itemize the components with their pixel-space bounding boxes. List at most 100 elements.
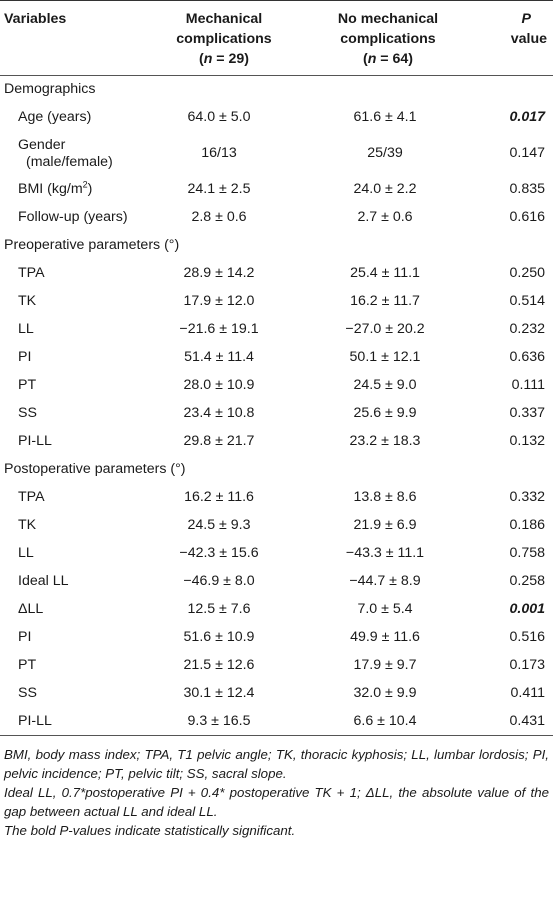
header-no-mechanical-complications: No mechanical complications (n = 64) — [298, 0, 478, 76]
table-row: LL −42.3 ± 15.6 −43.3 ± 11.1 0.758 — [0, 540, 553, 568]
p-value: 0.147 — [509, 145, 545, 161]
p-value: 0.616 — [509, 209, 545, 225]
header-variables: Variables — [0, 0, 150, 76]
table-row: PI 51.6 ± 10.9 49.9 ± 11.6 0.516 — [0, 624, 553, 652]
row-label: PI — [18, 349, 32, 365]
table-row: TK 17.9 ± 12.0 16.2 ± 11.7 0.514 — [0, 288, 553, 316]
p-value: 0.411 — [510, 685, 545, 701]
nmc-value: 6.6 ± 10.4 — [298, 707, 478, 736]
p-value: 0.258 — [509, 573, 545, 589]
nmc-value: 25/39 — [367, 145, 403, 161]
section-postoperative: Postoperative parameters (°) — [4, 461, 186, 477]
mc-value: 28.0 ± 10.9 — [183, 377, 255, 393]
header-p-value: P value — [478, 0, 553, 76]
row-label: SS — [18, 685, 37, 701]
table-row: SS 23.4 ± 10.8 25.6 ± 9.9 0.337 — [0, 400, 553, 428]
p-value: 0.186 — [509, 517, 545, 533]
table-row: SS 30.1 ± 12.4 32.0 ± 9.9 0.411 — [0, 680, 553, 708]
nmc-value: 50.1 ± 12.1 — [349, 349, 421, 365]
row-label: Gender (male/female) — [18, 136, 113, 170]
p-value: 0.232 — [509, 321, 545, 337]
table-row: TK 24.5 ± 9.3 21.9 ± 6.9 0.186 — [0, 512, 553, 540]
row-label: PI-LL — [0, 707, 150, 736]
table-row: PI 51.4 ± 11.4 50.1 ± 12.1 0.636 — [0, 344, 553, 372]
nmc-value: 24.5 ± 9.0 — [353, 377, 417, 393]
mc-value: −42.3 ± 15.6 — [179, 545, 259, 561]
table-row: LL −21.6 ± 19.1 −27.0 ± 20.2 0.232 — [0, 316, 553, 344]
p-value: 0.132 — [509, 433, 545, 449]
mc-value: 51.6 ± 10.9 — [183, 629, 255, 645]
table-row: TPA 28.9 ± 14.2 25.4 ± 11.1 0.250 — [0, 260, 553, 288]
table-footnotes: BMI, body mass index; TPA, T1 pelvic ang… — [0, 736, 553, 840]
section-preoperative: Preoperative parameters (°) — [4, 237, 180, 253]
mc-value: 16.2 ± 11.6 — [184, 489, 254, 505]
footnote-ideal-ll: Ideal LL, 0.7*postoperative PI + 0.4* po… — [4, 785, 549, 819]
p-value: 0.332 — [509, 489, 545, 505]
nmc-value: 32.0 ± 9.9 — [353, 685, 417, 701]
row-label: PI-LL — [18, 433, 52, 449]
nmc-value: −44.7 ± 8.9 — [349, 573, 421, 589]
nmc-value: 61.6 ± 4.1 — [353, 109, 417, 125]
row-label: LL — [18, 545, 34, 561]
mc-value: 24.1 ± 2.5 — [187, 181, 251, 197]
p-value: 0.173 — [509, 657, 545, 673]
mc-value: −21.6 ± 19.1 — [179, 321, 259, 337]
mc-value: 2.8 ± 0.6 — [191, 209, 247, 225]
row-label: LL — [18, 321, 34, 337]
nmc-value: 21.9 ± 6.9 — [353, 517, 417, 533]
nmc-value: 2.7 ± 0.6 — [357, 209, 413, 225]
nmc-value: 24.0 ± 2.2 — [353, 181, 417, 197]
mc-value: 21.5 ± 12.6 — [183, 657, 255, 673]
nmc-value: 13.8 ± 8.6 — [353, 489, 417, 505]
row-label: PT — [18, 377, 37, 393]
table-row: BMI (kg/m2) 24.1 ± 2.5 24.0 ± 2.2 0.835 — [0, 176, 553, 204]
table-row: PI-LL 29.8 ± 21.7 23.2 ± 18.3 0.132 — [0, 428, 553, 456]
row-label: PI — [18, 629, 32, 645]
section-row: Postoperative parameters (°) — [0, 456, 553, 484]
table-row: Gender (male/female) 16/13 25/39 0.147 — [0, 132, 553, 176]
footnote-bold: The bold P-values indicate statistically… — [4, 823, 296, 838]
mc-value: 29.8 ± 21.7 — [183, 433, 255, 449]
table-row: Ideal LL −46.9 ± 8.0 −44.7 ± 8.9 0.258 — [0, 568, 553, 596]
row-label: Age (years) — [18, 109, 92, 125]
row-label: TPA — [18, 265, 45, 281]
p-value: 0.516 — [509, 629, 545, 645]
mc-value: 12.5 ± 7.6 — [187, 601, 251, 617]
row-label: PT — [18, 657, 37, 673]
mc-value: 64.0 ± 5.0 — [187, 109, 251, 125]
mc-value: −46.9 ± 8.0 — [183, 573, 255, 589]
table-row: ΔLL 12.5 ± 7.6 7.0 ± 5.4 0.001 — [0, 596, 553, 624]
nmc-value: −43.3 ± 11.1 — [345, 545, 425, 561]
mc-value: 28.9 ± 14.2 — [183, 265, 255, 281]
row-label: BMI (kg/m2) — [18, 179, 93, 197]
p-value: 0.111 — [511, 377, 545, 393]
section-demographics: Demographics — [4, 81, 96, 98]
table-row: TPA 16.2 ± 11.6 13.8 ± 8.6 0.332 — [0, 484, 553, 512]
results-table: Variables Mechanical complications (n = … — [0, 0, 553, 736]
mc-value: 16/13 — [201, 145, 237, 161]
mc-value: 24.5 ± 9.3 — [187, 517, 251, 533]
section-row: Demographics — [0, 76, 553, 104]
row-label: SS — [18, 405, 37, 421]
nmc-value: 7.0 ± 5.4 — [357, 601, 413, 617]
mc-value: 23.4 ± 10.8 — [183, 405, 255, 421]
p-value: 0.758 — [509, 545, 545, 561]
mc-value: 9.3 ± 16.5 — [150, 707, 298, 736]
p-value: 0.835 — [509, 181, 545, 197]
table-row: Age (years) 64.0 ± 5.0 61.6 ± 4.1 0.017 — [0, 104, 553, 132]
row-label: TK — [18, 293, 37, 309]
p-value: 0.636 — [509, 349, 545, 365]
section-row: Preoperative parameters (°) — [0, 232, 553, 260]
nmc-value: 16.2 ± 11.7 — [350, 293, 420, 309]
p-value: 0.017 — [509, 109, 545, 125]
mc-value: 17.9 ± 12.0 — [183, 293, 255, 309]
row-label: TK — [18, 517, 37, 533]
table-row: PI-LL 9.3 ± 16.5 6.6 ± 10.4 0.431 — [0, 707, 553, 736]
nmc-value: 49.9 ± 11.6 — [350, 629, 420, 645]
table-row: PT 28.0 ± 10.9 24.5 ± 9.0 0.111 — [0, 372, 553, 400]
footnote-abbreviations: BMI, body mass index; TPA, T1 pelvic ang… — [4, 747, 549, 781]
row-label: Ideal LL — [18, 573, 69, 589]
header-mechanical-complications: Mechanical complications (n = 29) — [150, 0, 298, 76]
mc-value: 51.4 ± 11.4 — [184, 349, 254, 365]
